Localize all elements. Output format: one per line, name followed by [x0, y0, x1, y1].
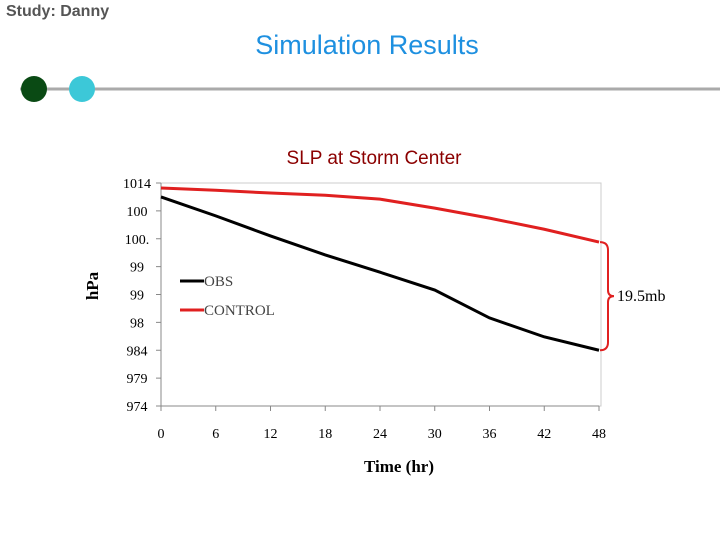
dot-light: [69, 76, 95, 102]
y-tick-label: 984: [127, 344, 148, 359]
y-tick-label: 99: [130, 261, 144, 276]
x-tick-label: 24: [373, 427, 387, 442]
y-tick-label: 979: [127, 372, 148, 387]
dot-dark: [21, 76, 47, 102]
x-tick-label: 18: [318, 427, 332, 442]
x-tick-label: 0: [158, 427, 165, 442]
x-tick-label: 30: [428, 427, 442, 442]
study-label: Study: Danny: [6, 3, 109, 20]
legend-label: OBS: [204, 274, 233, 290]
annotation: 19.5mb: [617, 288, 665, 305]
y-tick-label: 100.: [125, 233, 150, 248]
series-line: [160, 195, 600, 352]
x-tick-label: 6: [212, 427, 219, 442]
slide-title: Simulation Results: [255, 30, 479, 60]
series-line: [160, 186, 600, 244]
plot-frame: [160, 182, 602, 407]
y-tick-label: 1014: [123, 177, 151, 192]
y-tick-label: 100: [127, 205, 148, 220]
y-tick-label: 98: [130, 316, 144, 331]
x-tick-label: 48: [592, 427, 606, 442]
x-tick-label: 42: [537, 427, 551, 442]
legend-label: CONTROL: [204, 303, 275, 319]
brace: [599, 241, 615, 352]
y-axis-label: hPa: [83, 271, 102, 300]
x-tick-label: 12: [264, 427, 278, 442]
x-axis-label: Time (hr): [364, 457, 434, 476]
x-tick-label: 36: [483, 427, 497, 442]
y-tick-label: 99: [130, 289, 144, 304]
chart-title: SLP at Storm Center: [287, 148, 463, 169]
y-tick-label: 974: [127, 400, 148, 415]
